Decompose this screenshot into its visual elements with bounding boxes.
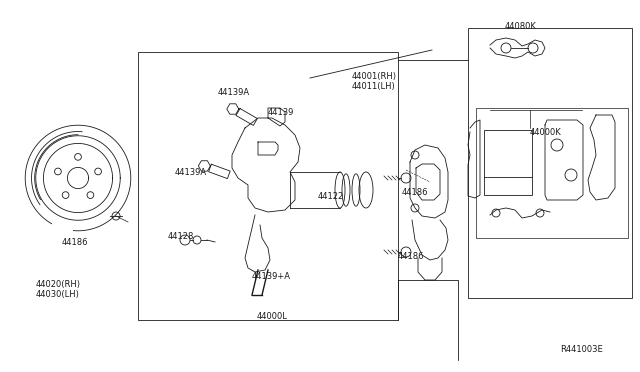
- Text: 44186: 44186: [402, 188, 429, 197]
- Text: 44139A: 44139A: [218, 88, 250, 97]
- Bar: [468, 28, 632, 298]
- Text: 44186: 44186: [398, 252, 424, 261]
- Text: 44186: 44186: [62, 238, 88, 247]
- Text: 44122: 44122: [318, 192, 344, 201]
- Text: R441003E: R441003E: [560, 345, 603, 354]
- Text: 44001(RH)
44011(LH): 44001(RH) 44011(LH): [352, 72, 397, 92]
- Text: 44000K: 44000K: [530, 128, 562, 137]
- Text: 44128: 44128: [168, 232, 195, 241]
- Text: 44139+A: 44139+A: [252, 272, 291, 281]
- Text: 44139: 44139: [268, 108, 294, 117]
- Bar: [138, 52, 398, 320]
- Text: 44000L: 44000L: [257, 312, 287, 321]
- Text: 44080K: 44080K: [505, 22, 537, 31]
- Text: 44020(RH)
44030(LH): 44020(RH) 44030(LH): [36, 280, 81, 299]
- Text: 44139A: 44139A: [175, 168, 207, 177]
- Bar: [476, 108, 628, 238]
- Bar: [484, 130, 532, 195]
